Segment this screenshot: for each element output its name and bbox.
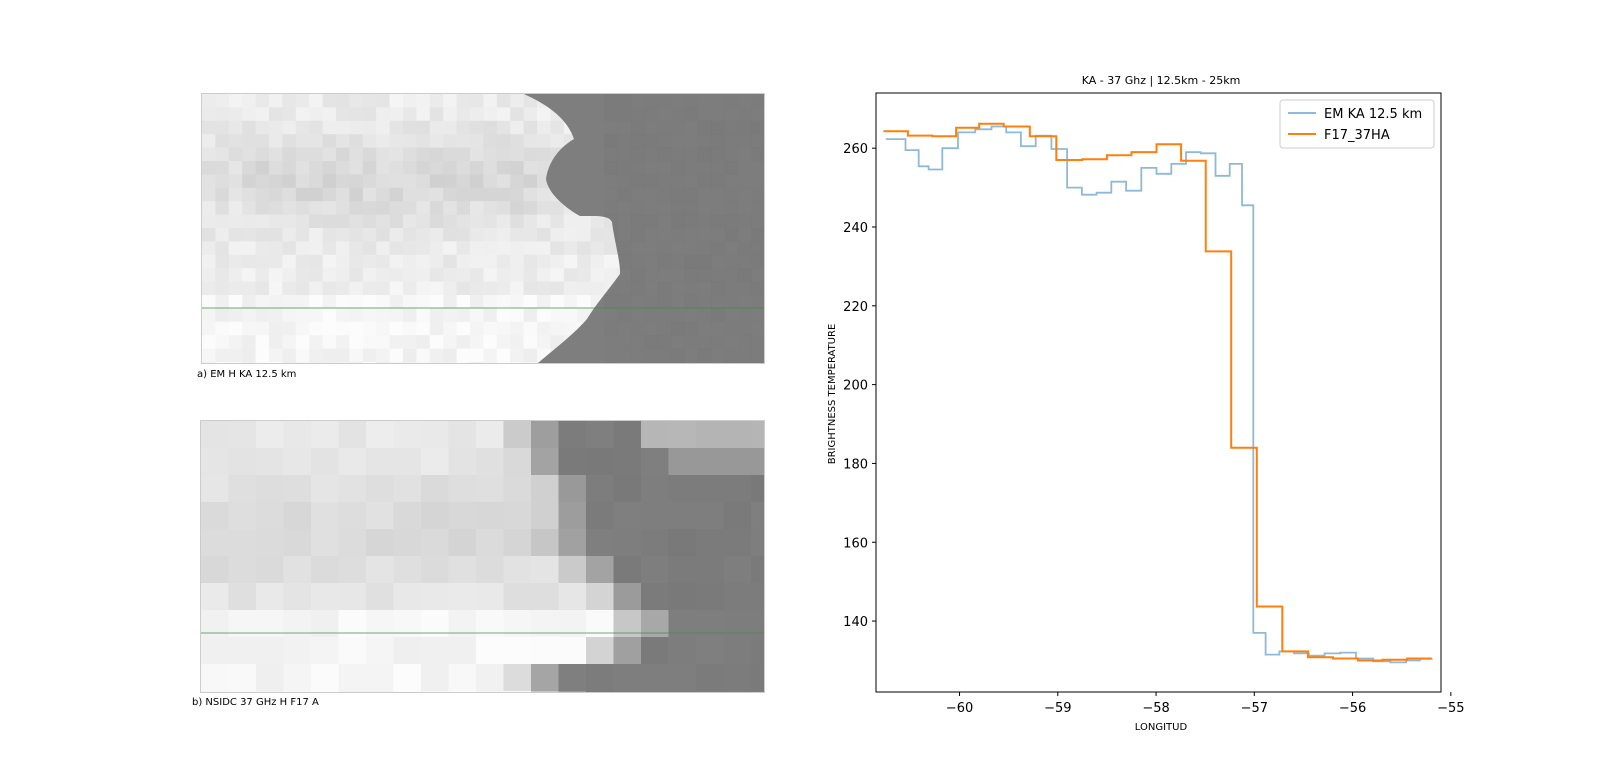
y-axis-label: BRIGHTNESS TEMPERATURE <box>827 324 838 465</box>
legend-box <box>1279 99 1435 149</box>
x-tick-label: −56 <box>1339 701 1366 716</box>
plot-frame <box>875 92 1442 693</box>
series-line-em-ka <box>885 125 1433 664</box>
legend-label: EM KA 12.5 km <box>1324 107 1422 122</box>
y-tick-label: 200 <box>843 379 868 394</box>
caption-panel-b: b) NSIDC 37 GHz H F17 A <box>192 697 319 708</box>
y-tick-label: 180 <box>843 457 868 472</box>
x-tick-label: −55 <box>1437 701 1464 716</box>
chart-legend: EM KA 12.5 km F17_37HA <box>1279 99 1435 149</box>
x-tick-label: −60 <box>946 701 973 716</box>
x-axis-label: LONGITUD <box>1135 722 1188 733</box>
x-tick-label: −57 <box>1241 701 1268 716</box>
plot-area: −60 −59 −58 −57 −56 −55 140 160 180 200 220 240 260 E… <box>843 92 1465 716</box>
em-ka-brightness-map <box>202 94 764 363</box>
x-tick-label: −58 <box>1142 701 1169 716</box>
y-tick-label: 260 <box>843 142 868 157</box>
y-tick-label: 160 <box>843 536 868 551</box>
y-tick-label: 240 <box>843 221 868 236</box>
image-panel-nsidc-f17 <box>200 420 765 693</box>
grid-pixels <box>201 421 764 692</box>
chart-title: KA - 37 Ghz | 12.5km - 25km <box>1082 74 1241 87</box>
y-tick-label: 220 <box>843 300 868 315</box>
x-tick-label: −59 <box>1044 701 1071 716</box>
image-panel-em-ka <box>201 93 765 364</box>
nsidc-f17-brightness-map <box>201 421 764 692</box>
y-tick-label: 140 <box>843 615 868 630</box>
ocean-area <box>524 94 764 363</box>
series-line-f17 <box>883 122 1432 662</box>
legend-label: F17_37HA <box>1324 128 1390 143</box>
caption-panel-a: a) EM H KA 12.5 km <box>197 369 297 380</box>
